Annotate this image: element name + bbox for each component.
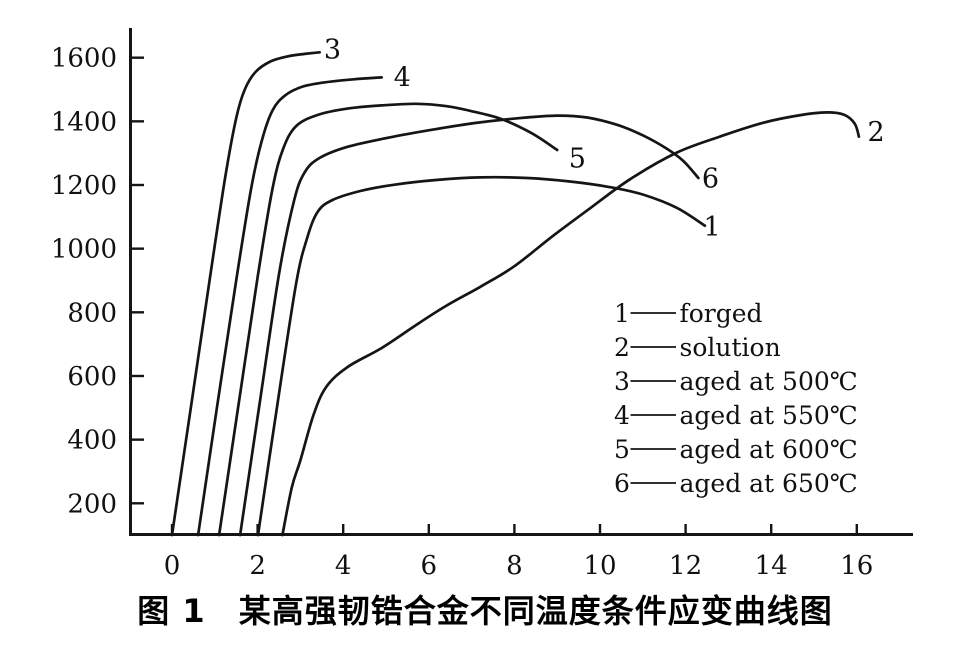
legend-key-1: 1 [614,299,630,328]
curve-label-2: 2 [867,117,884,148]
curve-5 [217,102,559,537]
legend-label-2: solution [680,333,781,362]
legend-key-3: 3 [614,367,630,396]
curve-label-3: 3 [324,35,341,66]
y-tick-label: 200 [67,489,117,519]
legend-key-4: 4 [614,401,630,430]
y-tick-label: 400 [67,426,117,456]
legend-label-3: aged at 500℃ [680,367,858,396]
legend-label-1: forged [680,299,763,328]
curve-label-1: 1 [704,212,721,243]
y-tick-label: 1000 [51,235,117,265]
figure-caption: 图 1 某高强韧锆合金不同温度条件应变曲线图 [137,592,833,630]
x-tick-label: 16 [840,551,873,581]
x-tick-label: 4 [335,551,352,581]
y-tick-label: 1400 [51,107,117,137]
curve-label-4: 4 [394,63,411,94]
legend-key-2: 2 [614,333,630,362]
y-tick-label: 800 [67,298,117,328]
curve-1 [256,175,707,537]
y-tick-label: 600 [67,362,117,392]
legend-label-5: aged at 600℃ [680,435,858,464]
x-tick-label: 8 [506,551,523,581]
curve-label-6: 6 [702,164,719,195]
x-tick-label: 14 [755,551,788,581]
x-tick-label: 2 [249,551,266,581]
legend-key-6: 6 [614,469,630,498]
curve-3 [170,50,322,537]
y-tick-label: 1200 [51,171,117,201]
x-tick-label: 10 [583,551,616,581]
curve-2 [281,111,861,537]
legend-label-4: aged at 550℃ [680,401,858,430]
curve-4 [196,76,384,537]
x-tick-label: 12 [669,551,702,581]
legend-label-6: aged at 650℃ [680,469,858,498]
legend-key-5: 5 [614,435,630,464]
x-tick-label: 0 [164,551,181,581]
curve-label-5: 5 [569,144,586,175]
x-tick-label: 6 [421,551,438,581]
curve-6 [238,114,700,537]
y-tick-label: 1600 [51,44,117,74]
